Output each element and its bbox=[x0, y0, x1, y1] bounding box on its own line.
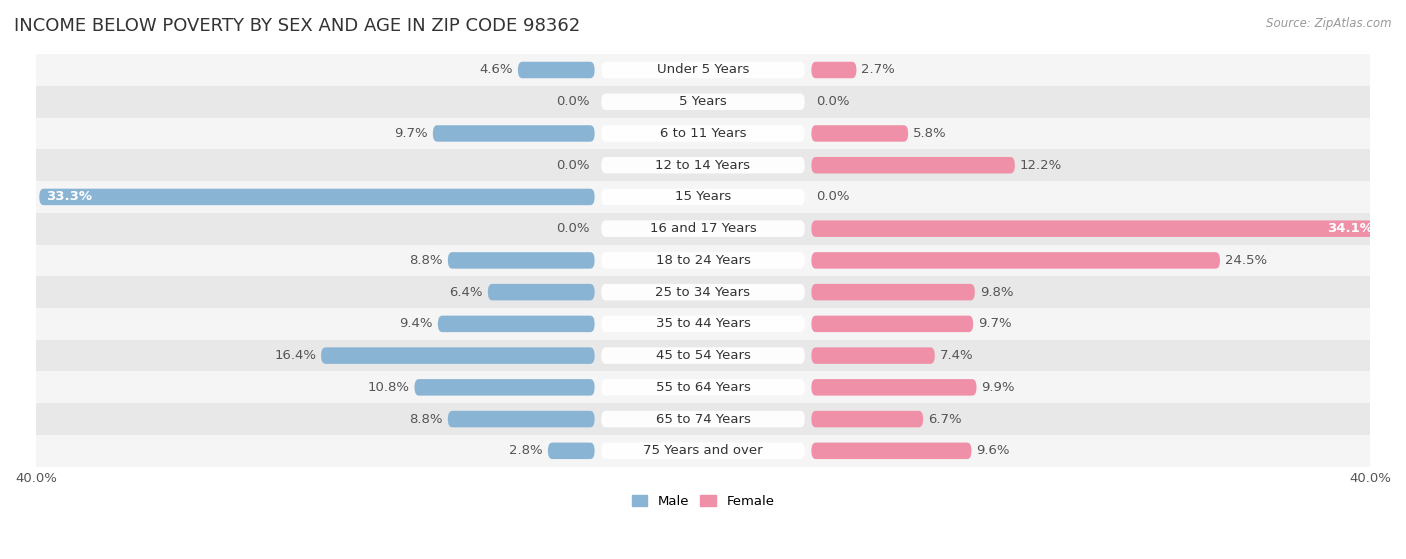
FancyBboxPatch shape bbox=[548, 443, 595, 459]
Text: 6.7%: 6.7% bbox=[928, 413, 962, 425]
FancyBboxPatch shape bbox=[811, 443, 972, 459]
Text: 9.6%: 9.6% bbox=[977, 444, 1010, 457]
Text: 12 to 14 Years: 12 to 14 Years bbox=[655, 159, 751, 172]
Text: 10.8%: 10.8% bbox=[367, 381, 409, 394]
Text: 16 and 17 Years: 16 and 17 Years bbox=[650, 222, 756, 235]
Text: 15 Years: 15 Years bbox=[675, 191, 731, 203]
Text: 9.7%: 9.7% bbox=[979, 318, 1012, 330]
Bar bbox=[37, 403, 1369, 435]
FancyBboxPatch shape bbox=[602, 284, 804, 300]
Text: 6.4%: 6.4% bbox=[450, 286, 482, 299]
Text: 0.0%: 0.0% bbox=[557, 159, 589, 172]
FancyBboxPatch shape bbox=[811, 379, 977, 396]
Text: 5.8%: 5.8% bbox=[912, 127, 946, 140]
Bar bbox=[37, 213, 1369, 244]
Bar bbox=[37, 54, 1369, 86]
Text: 24.5%: 24.5% bbox=[1225, 254, 1267, 267]
FancyBboxPatch shape bbox=[602, 125, 804, 142]
FancyBboxPatch shape bbox=[602, 220, 804, 237]
Text: 9.4%: 9.4% bbox=[399, 318, 433, 330]
Text: Source: ZipAtlas.com: Source: ZipAtlas.com bbox=[1267, 17, 1392, 30]
Text: 0.0%: 0.0% bbox=[817, 191, 849, 203]
Text: 35 to 44 Years: 35 to 44 Years bbox=[655, 318, 751, 330]
Text: 6 to 11 Years: 6 to 11 Years bbox=[659, 127, 747, 140]
FancyBboxPatch shape bbox=[602, 93, 804, 110]
FancyBboxPatch shape bbox=[602, 347, 804, 364]
Text: 65 to 74 Years: 65 to 74 Years bbox=[655, 413, 751, 425]
Bar bbox=[37, 372, 1369, 403]
Bar bbox=[37, 117, 1369, 149]
FancyBboxPatch shape bbox=[321, 347, 595, 364]
Text: INCOME BELOW POVERTY BY SEX AND AGE IN ZIP CODE 98362: INCOME BELOW POVERTY BY SEX AND AGE IN Z… bbox=[14, 17, 581, 35]
Bar bbox=[37, 244, 1369, 276]
Text: 5 Years: 5 Years bbox=[679, 95, 727, 108]
Text: 34.1%: 34.1% bbox=[1327, 222, 1374, 235]
Text: 2.8%: 2.8% bbox=[509, 444, 543, 457]
FancyBboxPatch shape bbox=[811, 61, 856, 78]
Text: 0.0%: 0.0% bbox=[557, 95, 589, 108]
FancyBboxPatch shape bbox=[811, 125, 908, 142]
Text: 0.0%: 0.0% bbox=[557, 222, 589, 235]
Text: 75 Years and over: 75 Years and over bbox=[643, 444, 763, 457]
FancyBboxPatch shape bbox=[811, 284, 974, 300]
Bar bbox=[37, 308, 1369, 340]
Text: 2.7%: 2.7% bbox=[862, 64, 896, 77]
FancyBboxPatch shape bbox=[811, 411, 924, 427]
Text: Under 5 Years: Under 5 Years bbox=[657, 64, 749, 77]
Text: 8.8%: 8.8% bbox=[409, 254, 443, 267]
Bar bbox=[37, 86, 1369, 117]
Text: 4.6%: 4.6% bbox=[479, 64, 513, 77]
FancyBboxPatch shape bbox=[602, 411, 804, 427]
Bar bbox=[37, 340, 1369, 372]
FancyBboxPatch shape bbox=[602, 61, 804, 78]
Bar bbox=[37, 181, 1369, 213]
FancyBboxPatch shape bbox=[415, 379, 595, 396]
FancyBboxPatch shape bbox=[449, 252, 595, 269]
FancyBboxPatch shape bbox=[437, 316, 595, 332]
Text: 16.4%: 16.4% bbox=[274, 349, 316, 362]
FancyBboxPatch shape bbox=[602, 157, 804, 173]
Text: 9.8%: 9.8% bbox=[980, 286, 1014, 299]
FancyBboxPatch shape bbox=[517, 61, 595, 78]
Text: 33.3%: 33.3% bbox=[46, 191, 91, 203]
FancyBboxPatch shape bbox=[433, 125, 595, 142]
FancyBboxPatch shape bbox=[602, 443, 804, 459]
Legend: Male, Female: Male, Female bbox=[626, 490, 780, 514]
FancyBboxPatch shape bbox=[602, 252, 804, 269]
Text: 55 to 64 Years: 55 to 64 Years bbox=[655, 381, 751, 394]
Text: 9.7%: 9.7% bbox=[394, 127, 427, 140]
FancyBboxPatch shape bbox=[449, 411, 595, 427]
FancyBboxPatch shape bbox=[488, 284, 595, 300]
Bar bbox=[37, 149, 1369, 181]
Text: 45 to 54 Years: 45 to 54 Years bbox=[655, 349, 751, 362]
Text: 12.2%: 12.2% bbox=[1019, 159, 1062, 172]
Text: 9.9%: 9.9% bbox=[981, 381, 1015, 394]
FancyBboxPatch shape bbox=[811, 220, 1381, 237]
FancyBboxPatch shape bbox=[602, 189, 804, 205]
FancyBboxPatch shape bbox=[602, 379, 804, 396]
Text: 7.4%: 7.4% bbox=[939, 349, 973, 362]
FancyBboxPatch shape bbox=[602, 316, 804, 332]
FancyBboxPatch shape bbox=[811, 316, 973, 332]
FancyBboxPatch shape bbox=[39, 189, 595, 205]
Text: 8.8%: 8.8% bbox=[409, 413, 443, 425]
Bar bbox=[37, 435, 1369, 467]
Text: 25 to 34 Years: 25 to 34 Years bbox=[655, 286, 751, 299]
FancyBboxPatch shape bbox=[811, 157, 1015, 173]
FancyBboxPatch shape bbox=[811, 347, 935, 364]
Bar bbox=[37, 276, 1369, 308]
FancyBboxPatch shape bbox=[811, 252, 1220, 269]
Text: 0.0%: 0.0% bbox=[817, 95, 849, 108]
Text: 18 to 24 Years: 18 to 24 Years bbox=[655, 254, 751, 267]
